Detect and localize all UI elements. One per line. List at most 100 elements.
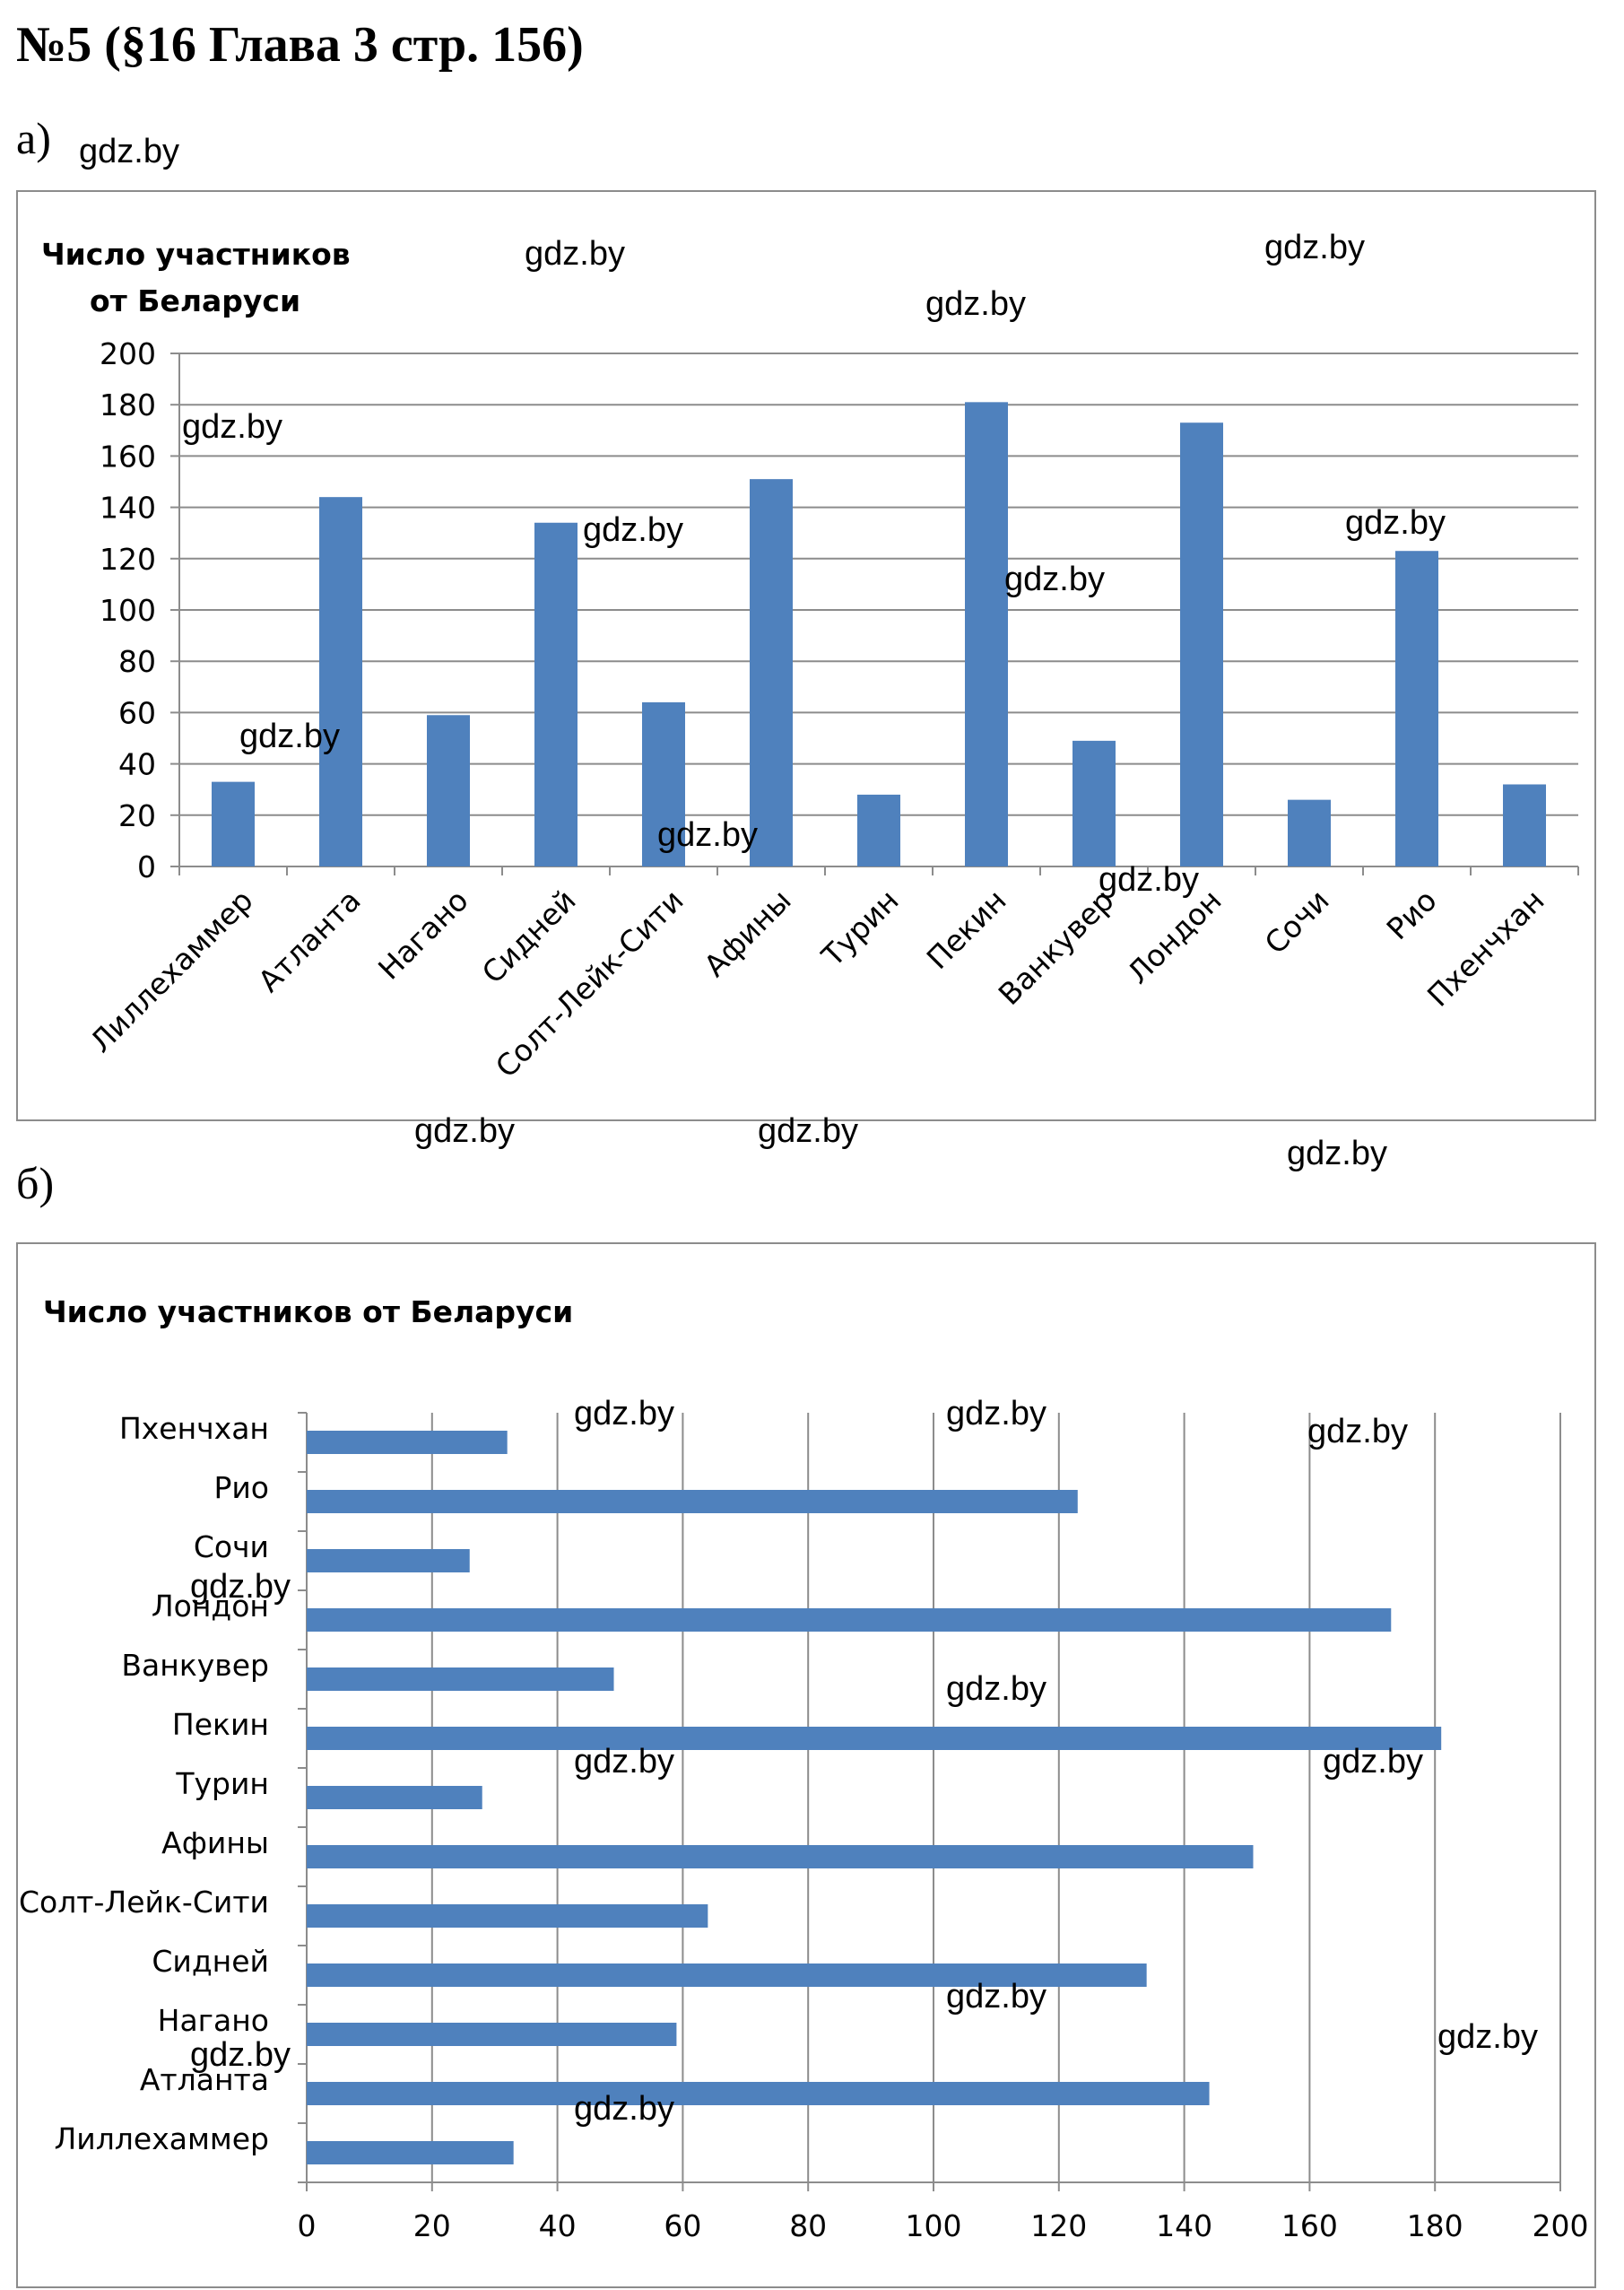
bar <box>307 1667 614 1691</box>
watermark-text: gdz.by <box>574 1743 674 1781</box>
y-tick-label: Пхенчхан <box>119 1411 269 1446</box>
bar <box>307 2023 677 2046</box>
chart-a-plot: 0 20 40 60 80 100 120 140 160 180 200 ЛиллехаммерАт… <box>83 336 1579 1084</box>
chart-a-title-line-2: от Беларуси <box>90 283 301 318</box>
y-tick-label: Ванкувер <box>121 1648 269 1683</box>
y-tick-label: 160 <box>100 439 156 474</box>
page-title: №5 (§16 Глава 3 стр. 156) <box>16 17 584 73</box>
chart-a-frame: Число участников от Беларуси 0 20 40 60 80 10… <box>16 190 1596 1121</box>
x-tick-label: 140 <box>1156 2208 1212 2243</box>
bar <box>1395 551 1438 866</box>
x-tick-label: Турин <box>814 883 906 974</box>
bar <box>534 522 578 866</box>
bar <box>307 1963 1147 1987</box>
bar <box>319 497 362 866</box>
x-tick-label: 0 <box>298 2208 317 2243</box>
x-tick-label: Сочи <box>1258 883 1336 961</box>
y-tick-label: 200 <box>100 336 156 371</box>
watermark-text: gdz.by <box>946 1670 1046 1708</box>
y-tick-label: 40 <box>118 747 156 782</box>
watermark-text: gdz.by <box>79 133 179 170</box>
y-tick-label: 20 <box>118 798 156 833</box>
x-tick-label: 200 <box>1533 2208 1589 2243</box>
y-tick-label: Атланта <box>140 2062 269 2097</box>
bar <box>307 1549 470 1572</box>
watermark-text: gdz.by <box>946 1395 1046 1432</box>
y-tick-label: Турин <box>175 1766 269 1801</box>
watermark-text: gdz.by <box>1345 504 1446 542</box>
bar <box>750 479 793 866</box>
x-tick-label: 60 <box>664 2208 701 2243</box>
bar <box>1073 740 1116 866</box>
watermark-text: gdz.by <box>758 1112 858 1150</box>
watermark-text: gdz.by <box>1004 561 1105 598</box>
watermark-text: gdz.by <box>190 2036 291 2074</box>
watermark-text: gdz.by <box>1287 1135 1387 1172</box>
x-tick-label: Атланта <box>251 883 367 998</box>
y-tick-label: Сидней <box>152 1944 269 1979</box>
x-tick-label: 100 <box>906 2208 962 2243</box>
y-tick-label: 180 <box>100 387 156 422</box>
y-tick-label: Пекин <box>172 1707 269 1742</box>
bar <box>307 1608 1392 1632</box>
bar <box>307 2082 1210 2105</box>
watermark-text: gdz.by <box>1323 1743 1423 1781</box>
x-tick-label: Пхенчхан <box>1420 883 1551 1014</box>
watermark-text: gdz.by <box>574 2090 674 2128</box>
y-tick-label: 140 <box>100 491 156 526</box>
y-tick-label: Солт-Лейк-Сити <box>19 1885 269 1920</box>
part-b-label: б) <box>16 1158 55 1208</box>
x-tick-label: Солт-Лейк-Сити <box>489 883 690 1084</box>
bar <box>1180 422 1223 866</box>
bar <box>427 715 470 866</box>
watermark-text: gdz.by <box>1099 861 1199 899</box>
x-tick-label: 40 <box>539 2208 577 2243</box>
chart-a-title-line-1: Число участников <box>41 237 351 272</box>
watermark-text: gdz.by <box>1264 229 1365 266</box>
x-tick-label: 180 <box>1407 2208 1463 2243</box>
x-tick-label: Лиллехаммер <box>83 883 260 1059</box>
bar <box>642 701 685 866</box>
y-tick-label: 100 <box>100 593 156 628</box>
bar <box>307 1845 1254 1868</box>
bar <box>307 2141 514 2164</box>
x-tick-label: Сидней <box>475 883 583 990</box>
x-tick-label: Нагано <box>371 883 475 987</box>
bar <box>307 1904 708 1928</box>
x-tick-label: 80 <box>789 2208 827 2243</box>
x-tick-label: Ванкувер <box>992 883 1121 1012</box>
x-tick-label: Пекин <box>920 883 1013 976</box>
y-tick-label: 0 <box>137 849 156 884</box>
x-tick-label: 120 <box>1030 2208 1087 2243</box>
bar <box>307 1490 1078 1513</box>
chart-b-frame: Число участников от Беларуси 0 20 40 60 80 10… <box>16 1242 1596 2288</box>
y-tick-label: Афины <box>161 1825 269 1860</box>
watermark-text: gdz.by <box>239 718 340 755</box>
watermark-text: gdz.by <box>925 285 1026 323</box>
x-tick-label: Рио <box>1380 883 1444 946</box>
y-tick-label: Нагано <box>158 2003 269 2038</box>
x-tick-label: 160 <box>1281 2208 1338 2243</box>
y-tick-label: Лиллехаммер <box>54 2121 269 2156</box>
watermark-text: gdz.by <box>414 1112 515 1150</box>
bar <box>1503 784 1546 866</box>
watermark-text: gdz.by <box>182 408 282 446</box>
x-tick-label: Афины <box>697 883 797 983</box>
part-a-label: а) <box>16 113 51 163</box>
x-tick-label: 20 <box>413 2208 451 2243</box>
y-tick-label: 60 <box>118 695 156 730</box>
watermark-text: gdz.by <box>657 816 758 854</box>
y-tick-label: 120 <box>100 542 156 577</box>
bar <box>307 1431 508 1454</box>
bar <box>307 1727 1442 1750</box>
watermark-text: gdz.by <box>574 1395 674 1432</box>
watermark-text: gdz.by <box>1307 1413 1408 1450</box>
y-tick-label: Сочи <box>194 1529 269 1564</box>
bar <box>857 794 900 866</box>
watermark-text: gdz.by <box>583 511 683 549</box>
y-tick-label: Лондон <box>152 1589 269 1624</box>
watermark-text: gdz.by <box>946 1978 1046 2016</box>
watermark-text: gdz.by <box>1437 2018 1538 2056</box>
chart-b-plot: 0 20 40 60 80 100 120 140 160 180 200 Лиллехаммер Ат… <box>19 1411 1589 2243</box>
y-tick-label: Рио <box>213 1470 269 1505</box>
